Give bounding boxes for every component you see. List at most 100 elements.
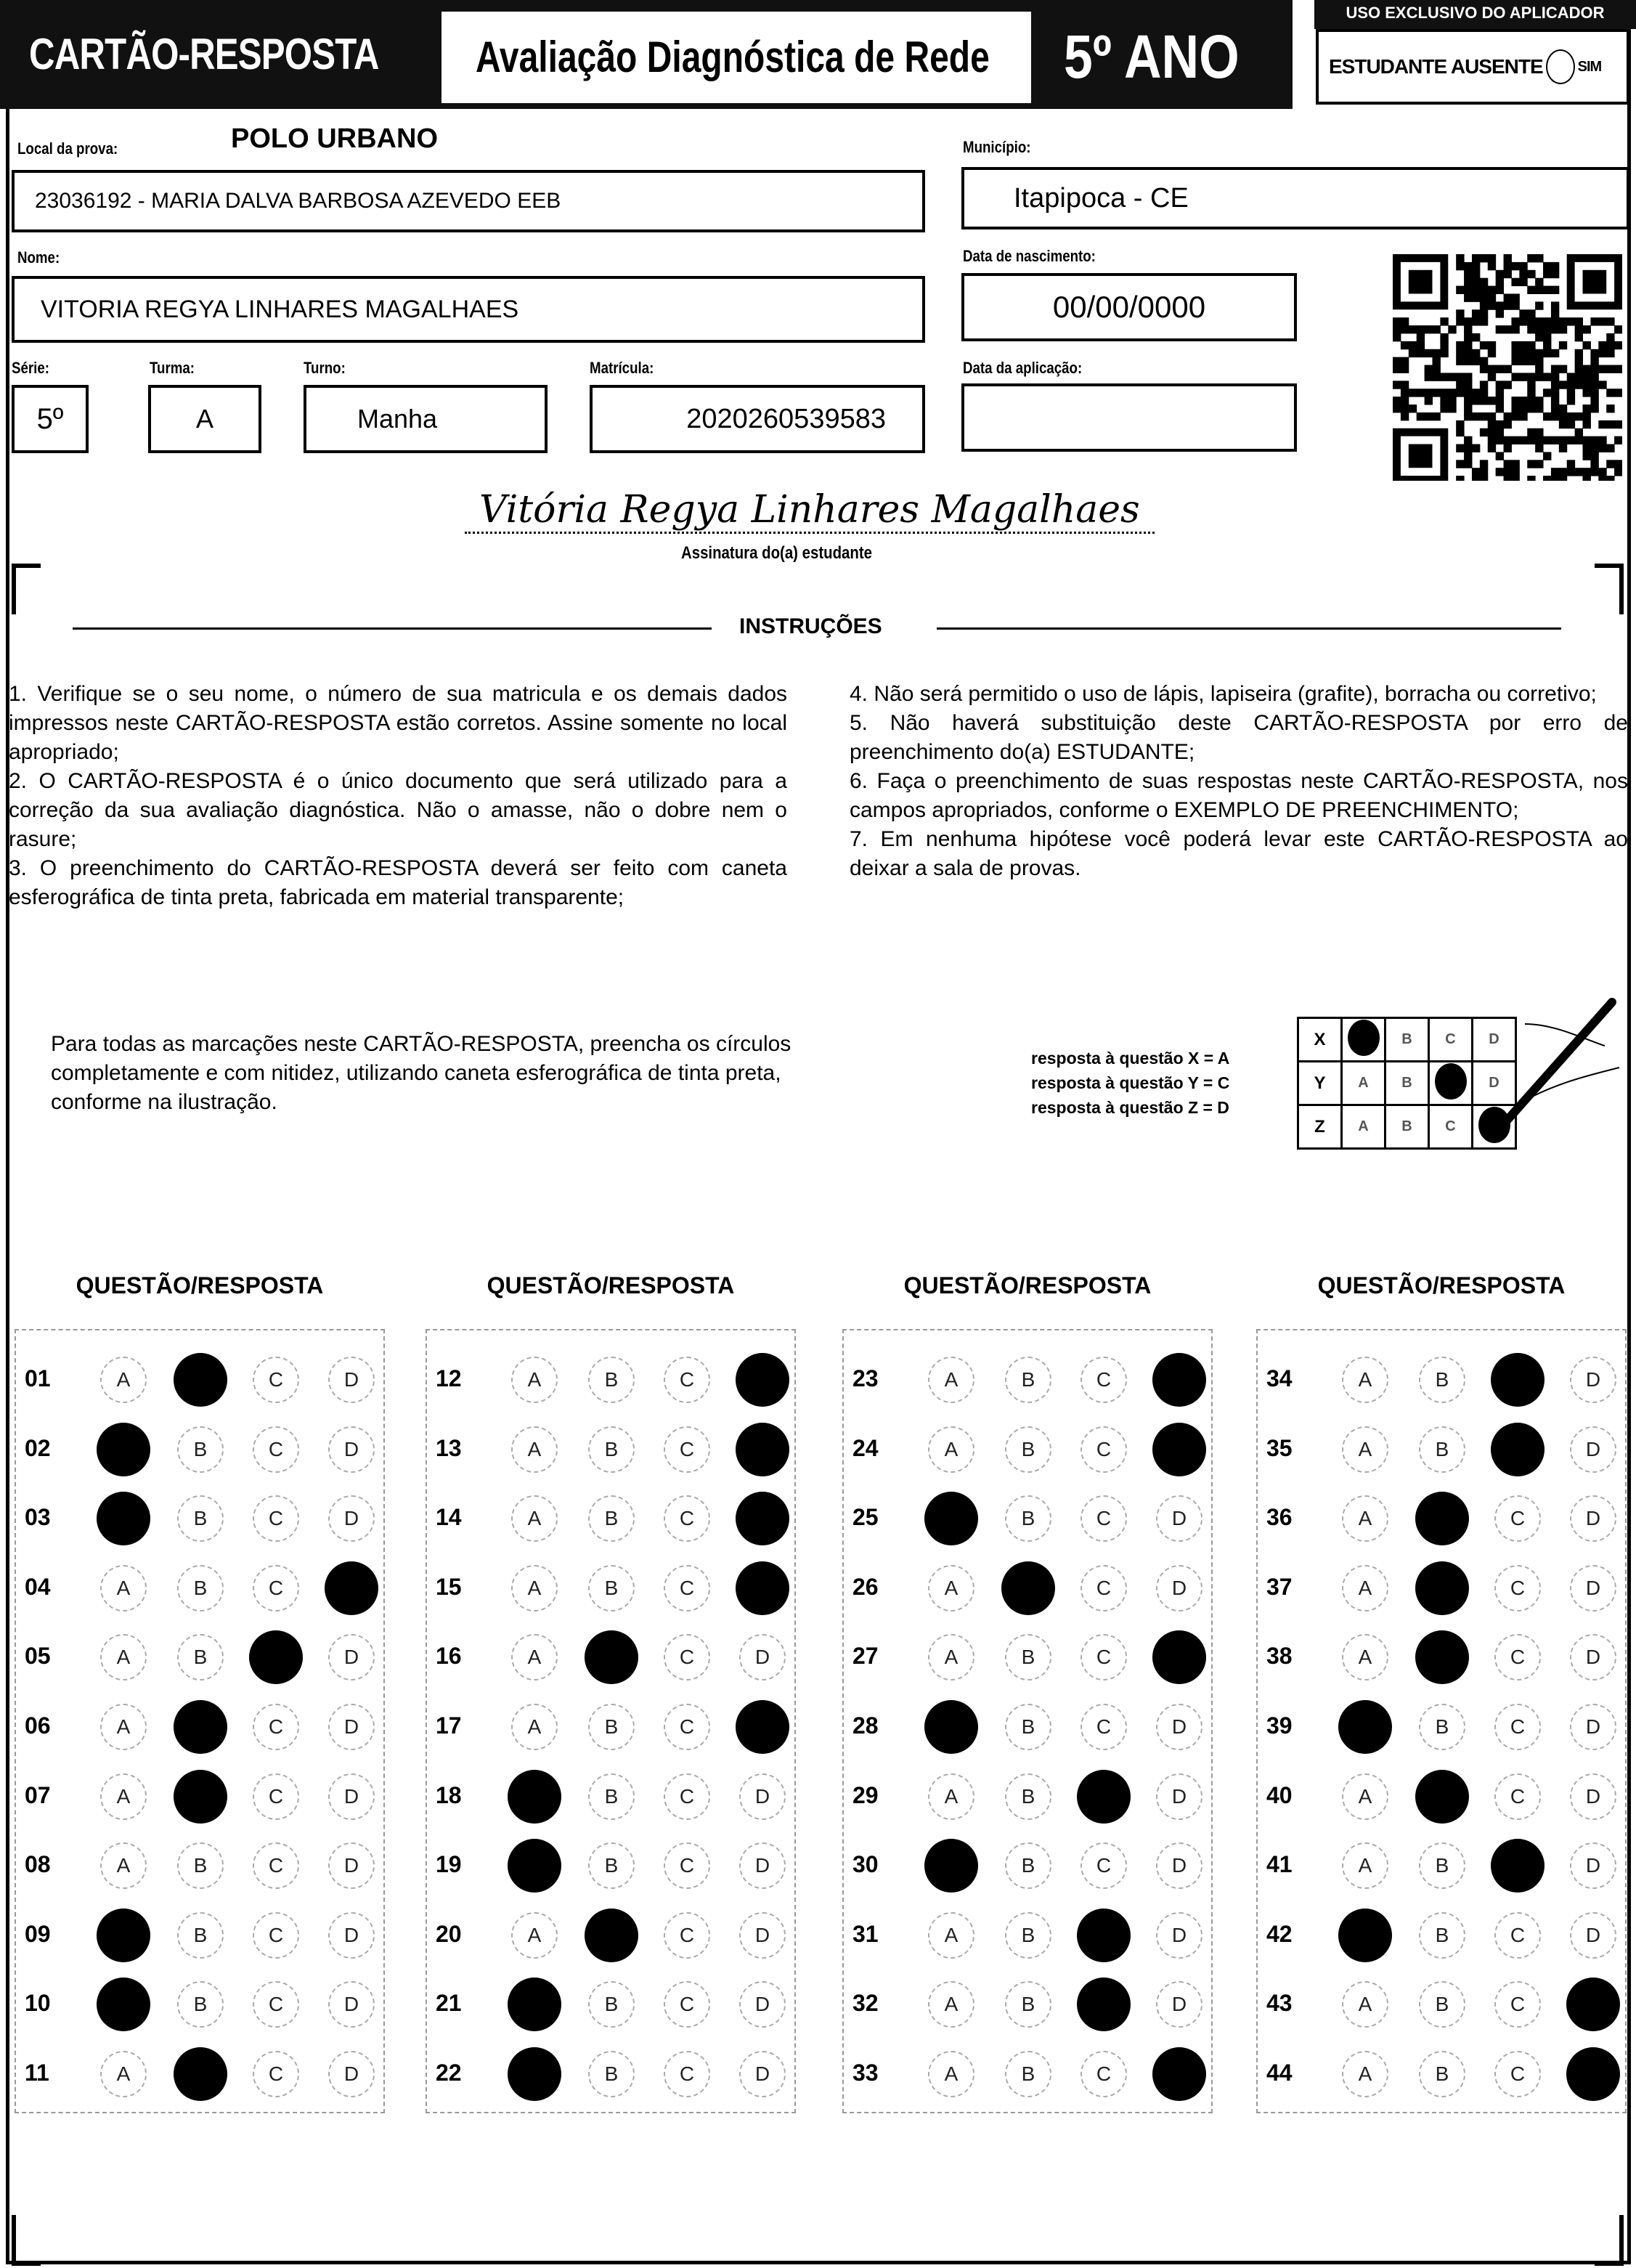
answer-bubble[interactable]: C — [664, 1842, 710, 1890]
answer-bubble[interactable]: D — [739, 1773, 786, 1820]
answer-bubble-filled[interactable] — [325, 1561, 378, 1615]
answer-bubble[interactable]: C — [253, 1911, 299, 1959]
answer-bubble-filled[interactable] — [1566, 2047, 1620, 2101]
answer-bubble[interactable]: B — [1419, 1704, 1465, 1750]
answer-bubble[interactable]: A — [100, 1842, 147, 1890]
answer-bubble[interactable]: C — [664, 1981, 710, 2028]
answer-bubble[interactable]: C — [664, 1773, 710, 1820]
answer-bubble[interactable]: B — [1419, 1842, 1465, 1890]
answer-bubble[interactable]: C — [1081, 1495, 1127, 1543]
answer-bubble[interactable]: B — [588, 1564, 635, 1611]
answer-bubble[interactable]: B — [1419, 2051, 1465, 2097]
answer-bubble[interactable]: C — [1494, 1564, 1541, 1611]
answer-bubble[interactable]: A — [928, 1426, 974, 1473]
answer-bubble[interactable]: B — [1419, 1357, 1465, 1403]
answer-bubble[interactable]: B — [177, 1981, 224, 2028]
answer-bubble[interactable]: C — [664, 1495, 710, 1543]
answer-bubble[interactable]: C — [1081, 1426, 1127, 1473]
answer-bubble[interactable]: D — [1156, 1773, 1202, 1820]
answer-bubble-filled[interactable] — [1415, 1492, 1469, 1546]
answer-bubble[interactable]: C — [253, 1981, 299, 2028]
answer-bubble[interactable]: B — [1005, 1357, 1051, 1403]
answer-bubble[interactable]: D — [1570, 1495, 1616, 1543]
answer-bubble[interactable]: B — [1005, 2051, 1051, 2097]
answer-bubble[interactable]: C — [664, 1426, 710, 1473]
answer-bubble[interactable]: B — [588, 1495, 635, 1543]
answer-bubble[interactable]: C — [664, 1357, 710, 1403]
answer-bubble-filled[interactable] — [174, 1769, 227, 1824]
answer-bubble[interactable]: D — [1156, 1564, 1202, 1611]
answer-bubble[interactable]: A — [928, 1634, 974, 1681]
answer-bubble[interactable]: A — [1342, 1634, 1388, 1681]
answer-bubble-filled[interactable] — [174, 1353, 227, 1407]
answer-bubble-filled[interactable] — [174, 1700, 227, 1754]
answer-bubble[interactable]: D — [739, 1981, 786, 2028]
answer-bubble-filled[interactable] — [736, 1422, 789, 1476]
answer-bubble-filled[interactable] — [1152, 1422, 1206, 1476]
answer-bubble[interactable]: B — [1419, 1981, 1465, 2028]
answer-bubble[interactable]: B — [1005, 1704, 1051, 1750]
answer-bubble[interactable]: B — [1419, 1911, 1465, 1959]
answer-bubble[interactable]: C — [1494, 1495, 1541, 1543]
answer-bubble-filled[interactable] — [736, 1561, 789, 1615]
answer-bubble[interactable]: A — [511, 1426, 558, 1473]
answer-bubble[interactable]: A — [100, 1357, 147, 1403]
answer-bubble[interactable]: B — [177, 1495, 224, 1543]
answer-bubble[interactable]: C — [664, 1564, 710, 1611]
answer-bubble[interactable]: D — [1570, 1704, 1616, 1750]
answer-bubble-filled[interactable] — [508, 1839, 561, 1893]
answer-bubble[interactable]: B — [1005, 1495, 1051, 1543]
answer-bubble[interactable]: B — [1005, 1981, 1051, 2028]
answer-bubble[interactable]: D — [328, 1357, 375, 1403]
answer-bubble[interactable]: D — [1570, 1426, 1616, 1473]
answer-bubble[interactable]: B — [588, 2051, 635, 2097]
answer-bubble[interactable]: B — [177, 1842, 224, 1890]
answer-bubble[interactable]: A — [1342, 1426, 1388, 1473]
answer-bubble[interactable]: B — [588, 1357, 635, 1403]
answer-bubble-filled[interactable] — [508, 2047, 561, 2101]
answer-bubble[interactable]: A — [100, 1773, 147, 1820]
answer-bubble-filled[interactable] — [1415, 1630, 1469, 1685]
answer-bubble-filled[interactable] — [736, 1700, 789, 1754]
answer-bubble-filled[interactable] — [1077, 1978, 1131, 2032]
answer-bubble[interactable]: A — [928, 1773, 974, 1820]
answer-bubble[interactable]: A — [511, 1495, 558, 1543]
answer-bubble-filled[interactable] — [1415, 1769, 1469, 1824]
answer-bubble-filled[interactable] — [97, 1492, 150, 1546]
answer-bubble[interactable]: C — [664, 1911, 710, 1959]
answer-bubble[interactable]: D — [328, 2051, 375, 2097]
answer-bubble[interactable]: C — [253, 1495, 299, 1543]
answer-bubble[interactable]: A — [511, 1634, 558, 1681]
answer-bubble[interactable]: D — [1156, 1495, 1202, 1543]
answer-bubble[interactable]: B — [588, 1426, 635, 1473]
answer-bubble[interactable]: C — [1081, 1842, 1127, 1890]
answer-bubble[interactable]: A — [511, 1911, 558, 1959]
answer-bubble[interactable]: B — [588, 1704, 635, 1750]
answer-bubble[interactable]: C — [1081, 1564, 1127, 1611]
answer-bubble[interactable]: D — [739, 1911, 786, 1959]
answer-bubble[interactable]: B — [177, 1634, 224, 1681]
answer-bubble-filled[interactable] — [1415, 1561, 1469, 1615]
answer-bubble-filled[interactable] — [97, 1908, 150, 1962]
answer-bubble[interactable]: A — [511, 1564, 558, 1611]
answer-bubble-filled[interactable] — [924, 1839, 978, 1893]
answer-bubble[interactable]: B — [1005, 1842, 1051, 1890]
answer-bubble[interactable]: A — [1342, 1773, 1388, 1820]
answer-bubble[interactable]: B — [1005, 1426, 1051, 1473]
answer-bubble[interactable]: B — [1005, 1634, 1051, 1681]
answer-bubble-filled[interactable] — [1491, 1353, 1545, 1407]
answer-bubble[interactable]: C — [1494, 1911, 1541, 1959]
answer-bubble[interactable]: D — [739, 1634, 786, 1681]
answer-bubble[interactable]: D — [1570, 1357, 1616, 1403]
answer-bubble[interactable]: A — [100, 1704, 147, 1750]
answer-bubble[interactable]: A — [511, 1704, 558, 1750]
answer-bubble[interactable]: A — [1342, 2051, 1388, 2097]
answer-bubble[interactable]: C — [1494, 2051, 1541, 2097]
answer-bubble[interactable]: A — [928, 2051, 974, 2097]
answer-bubble[interactable]: C — [253, 1704, 299, 1750]
answer-bubble[interactable]: C — [1081, 2051, 1127, 2097]
answer-bubble-filled[interactable] — [1338, 1700, 1392, 1754]
answer-bubble-filled[interactable] — [1491, 1422, 1545, 1476]
answer-bubble-filled[interactable] — [508, 1769, 561, 1824]
answer-bubble[interactable]: C — [253, 1842, 299, 1890]
